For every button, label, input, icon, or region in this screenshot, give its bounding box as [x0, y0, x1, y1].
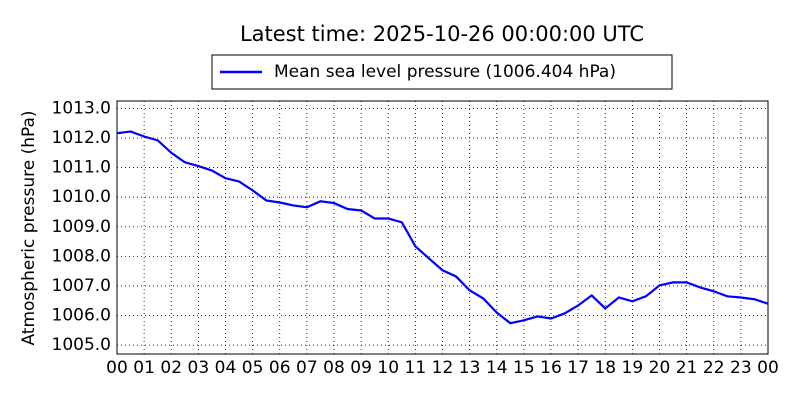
y-tick-label: 1013.0: [52, 98, 111, 118]
x-tick-label: 09: [350, 358, 372, 378]
y-tick-label: 1006.0: [52, 306, 111, 326]
x-tick-label: 08: [323, 358, 345, 378]
x-tick-label: 00: [106, 358, 128, 378]
x-tick-label: 02: [160, 358, 182, 378]
x-tick-label: 05: [242, 358, 264, 378]
y-tick-label: 1005.0: [52, 335, 111, 355]
y-tick-label: 1011.0: [52, 158, 111, 178]
x-tick-label: 10: [377, 358, 399, 378]
y-tick-label: 1007.0: [52, 276, 111, 296]
x-tick-label: 01: [133, 358, 155, 378]
legend-box: [211, 54, 673, 90]
y-tick-label: 1009.0: [52, 217, 111, 237]
x-tick-label: 21: [676, 358, 698, 378]
x-tick-label: 03: [188, 358, 210, 378]
x-tick-label: 04: [215, 358, 237, 378]
y-tick-label: 1012.0: [52, 128, 111, 148]
x-tick-label: 07: [296, 358, 318, 378]
x-tick-label: 12: [432, 358, 454, 378]
x-tick-label: 14: [486, 358, 508, 378]
x-tick-label: 16: [540, 358, 562, 378]
x-tick-label: 19: [622, 358, 644, 378]
x-tick-label: 13: [459, 358, 481, 378]
chart-title: Latest time: 2025-10-26 00:00:00 UTC: [240, 22, 644, 46]
x-tick-label: 11: [405, 358, 427, 378]
x-tick-label: 23: [730, 358, 752, 378]
x-tick-label: 20: [649, 358, 671, 378]
y-tick-label: 1010.0: [52, 187, 111, 207]
y-tick-label: 1008.0: [52, 246, 111, 266]
x-tick-label: 06: [269, 358, 291, 378]
x-tick-label: 15: [513, 358, 535, 378]
legend-label: Mean sea level pressure (1006.404 hPa): [274, 62, 616, 82]
plot-frame: [116, 100, 769, 355]
data-line: [116, 130, 769, 325]
x-tick-label: 22: [703, 358, 725, 378]
x-tick-label: 00: [757, 358, 779, 378]
x-tick-label: 17: [567, 358, 589, 378]
y-axis-label: Atmospheric pressure (hPa): [19, 110, 39, 345]
x-tick-label: 18: [594, 358, 616, 378]
